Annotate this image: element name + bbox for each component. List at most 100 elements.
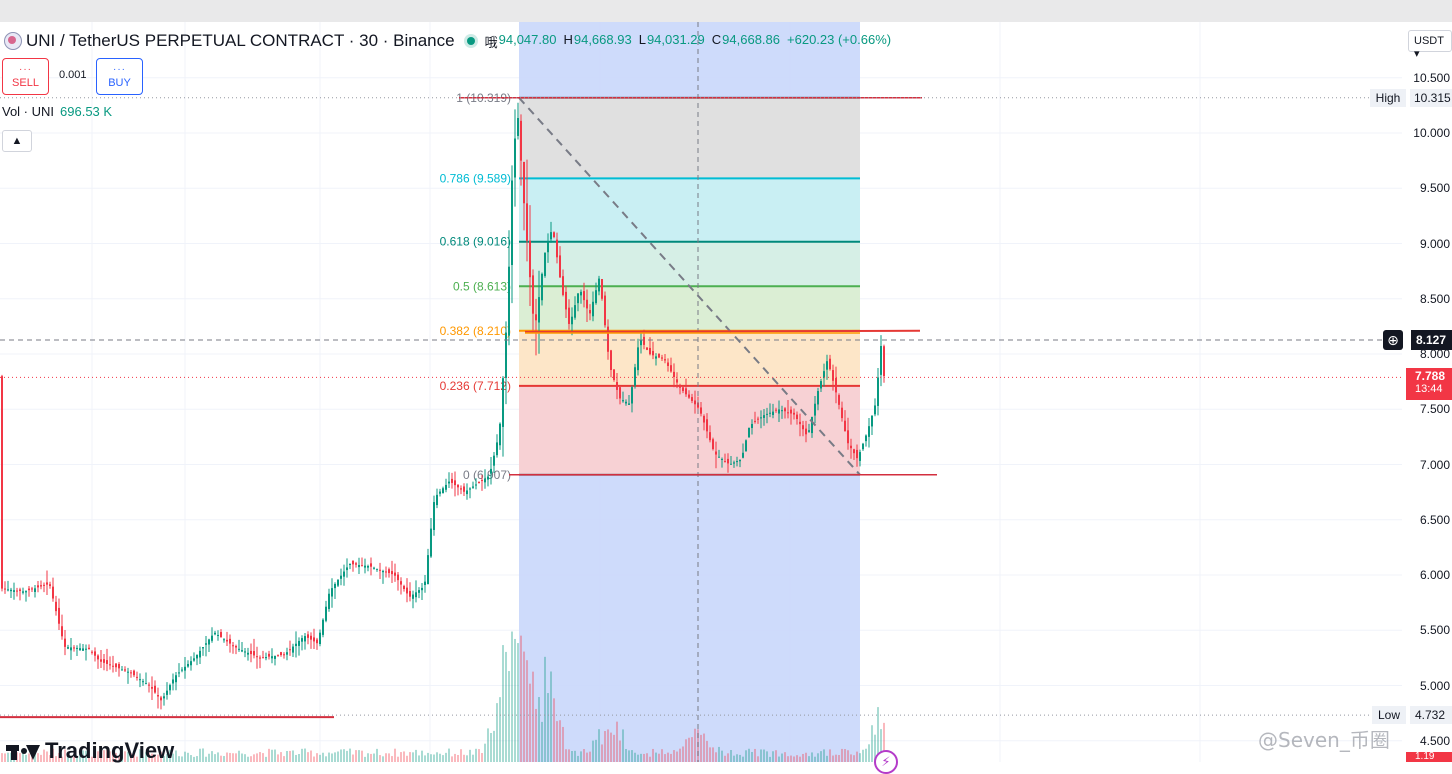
volume-bar	[70, 755, 72, 762]
volume-bar	[427, 752, 429, 762]
volume-bar	[562, 726, 564, 762]
low-value: 4.732	[1410, 706, 1452, 725]
candle-body	[571, 316, 573, 325]
price-tick-label: 6.500	[1419, 512, 1450, 527]
candle-body	[829, 358, 831, 370]
price-tick-label: 7.500	[1419, 402, 1450, 417]
volume-bar	[298, 754, 300, 762]
currency-selector[interactable]: USDT ▾	[1408, 30, 1452, 60]
candle-body	[712, 439, 714, 450]
volume-bar	[436, 752, 438, 762]
volume-bar	[580, 751, 582, 762]
volume-bar	[265, 756, 267, 762]
order-quantity[interactable]: 0.001	[59, 69, 87, 81]
volume-bar	[877, 707, 879, 762]
volume-bar	[640, 753, 642, 762]
ohlc-value: 94,668.93	[573, 31, 632, 47]
chevron-up-icon[interactable]: ▲	[2, 130, 32, 152]
candle-body	[58, 607, 60, 624]
volume-bar	[163, 755, 165, 762]
price-tick-label: 9.000	[1419, 236, 1450, 251]
candle-body	[115, 663, 117, 668]
plus-circle-icon[interactable]: ⊕	[1383, 329, 1403, 350]
candle-body	[118, 664, 120, 669]
volume-bar	[268, 748, 270, 762]
candle-body	[88, 647, 90, 649]
candle-body	[460, 488, 462, 490]
candle-body	[508, 266, 510, 336]
volume-bar	[529, 683, 531, 762]
candle-body	[427, 555, 429, 585]
candle-body	[28, 588, 30, 591]
volume-bar	[574, 750, 576, 762]
volume-bar	[790, 755, 792, 762]
volume-bar	[754, 748, 756, 762]
volume-bar	[433, 754, 435, 762]
volume-bar	[817, 753, 819, 762]
volume-bar	[751, 751, 753, 762]
volume-bar	[319, 754, 321, 762]
candle-body	[55, 601, 57, 612]
candle-body	[262, 657, 264, 659]
volume-bar	[727, 753, 729, 762]
candle-body	[13, 590, 15, 592]
volume-bar	[772, 751, 774, 762]
volume-bar	[55, 756, 57, 762]
crosshair-badge: ⊕ 8.127	[1383, 329, 1452, 350]
ohlc-values: 哦 94,047.80 H 94,668.93 L 94,031.29 C 94,668.86…	[485, 32, 898, 51]
candle-body	[826, 361, 828, 370]
volume-bar	[223, 756, 225, 762]
last-price: 7.788	[1415, 369, 1446, 384]
volume-bar	[730, 750, 732, 762]
volume-bar	[238, 750, 240, 762]
volume-bar	[643, 753, 645, 762]
volume-bar	[700, 734, 702, 762]
candle-body	[850, 445, 852, 449]
volume-bar	[775, 750, 777, 762]
volume-bar	[361, 750, 363, 762]
candle-body	[160, 697, 162, 701]
volume-bar	[337, 751, 339, 762]
tradingview-logo[interactable]: TradingView	[6, 738, 174, 764]
candle-body	[811, 416, 813, 434]
volume-bar	[778, 756, 780, 762]
volume-bar	[283, 756, 285, 762]
lightning-icon[interactable]: ⚡	[874, 750, 898, 774]
volume-bar	[292, 750, 294, 762]
candle-body	[505, 332, 507, 378]
volume-bar	[835, 754, 837, 762]
candle-body	[526, 203, 528, 241]
candle-body	[814, 403, 816, 416]
fib-zone	[519, 241, 860, 287]
candle-body	[559, 255, 561, 278]
candle-body	[853, 449, 855, 454]
volume-bar	[118, 755, 120, 762]
candle-body	[691, 397, 693, 401]
candle-body	[478, 481, 480, 483]
ohlc-key: H	[563, 31, 573, 47]
candle-body	[703, 415, 705, 423]
candle-body	[424, 581, 426, 586]
volume-bar	[874, 734, 876, 762]
candle-body	[373, 567, 375, 569]
buy-button[interactable]: ··· BUY	[96, 58, 143, 95]
volume-bar	[796, 755, 798, 762]
fib-zone	[519, 97, 860, 179]
symbol-title[interactable]: UNI / TetherUS PERPETUAL CONTRACT · 30 ·…	[26, 31, 455, 50]
volume-bar	[595, 739, 597, 762]
candle-body	[436, 494, 438, 506]
price-tick-label: 8.000	[1419, 347, 1450, 361]
volume-bar	[742, 756, 744, 762]
volume-bar	[334, 752, 336, 762]
candle-body	[643, 336, 645, 345]
volume-bar	[199, 748, 201, 762]
sell-button[interactable]: ··· SELL	[2, 58, 49, 95]
candle-body	[520, 120, 522, 161]
candle-body	[835, 377, 837, 393]
fib-retracement: 1 (10.319)0.786 (9.589)0.618 (9.016)0.5 …	[440, 22, 860, 762]
candle-body	[100, 659, 102, 662]
volume-bar	[373, 753, 375, 762]
candle-body	[649, 347, 651, 355]
price-chart[interactable]: 1 (10.319)0.786 (9.589)0.618 (9.016)0.5 …	[0, 22, 1402, 762]
candle-body	[316, 639, 318, 644]
